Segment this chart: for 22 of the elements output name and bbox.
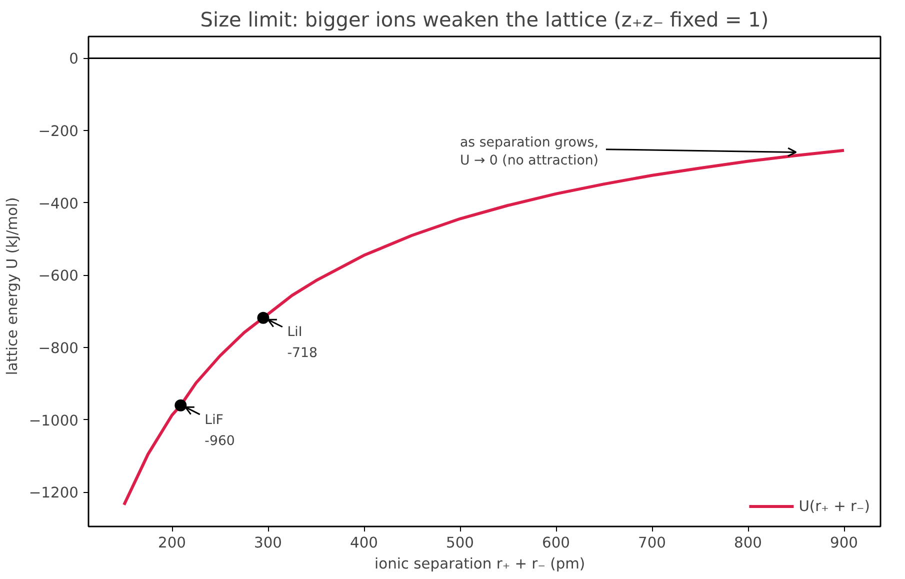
y-tick-label: −800 <box>38 340 79 357</box>
y-tick-label: −1000 <box>28 412 79 430</box>
y-axis-title: lattice energy U (kJ/mol) <box>4 197 21 376</box>
y-tick-label: −600 <box>38 268 79 285</box>
y-tick-label: −1200 <box>28 484 79 502</box>
y-tick-label: −400 <box>38 195 79 212</box>
x-tick-label: 600 <box>542 534 570 552</box>
x-axis-title: ionic separation r₊ + r₋ (pm) <box>374 556 586 572</box>
x-tick-label: 500 <box>446 534 474 552</box>
chart-title: Size limit: bigger ions weaken the lattice (z₊z₋ fixed = 1) <box>200 8 769 32</box>
y-tick-label: 0 <box>69 50 79 68</box>
annotation: as separation grows, U → 0 (no attraction) <box>460 135 599 168</box>
annotation: LiI -718 <box>287 325 318 362</box>
y-tick-label: −200 <box>38 123 79 140</box>
x-tick-label: 200 <box>158 534 186 552</box>
annotation: LiF -960 <box>204 412 235 449</box>
legend-label: U(r₊ + r₋) <box>798 498 870 514</box>
x-tick-label: 300 <box>254 534 282 552</box>
x-tick-label: 900 <box>830 534 858 552</box>
x-tick-label: 800 <box>734 534 762 552</box>
x-tick-label: 400 <box>350 534 378 552</box>
x-tick-label: 700 <box>638 534 666 552</box>
